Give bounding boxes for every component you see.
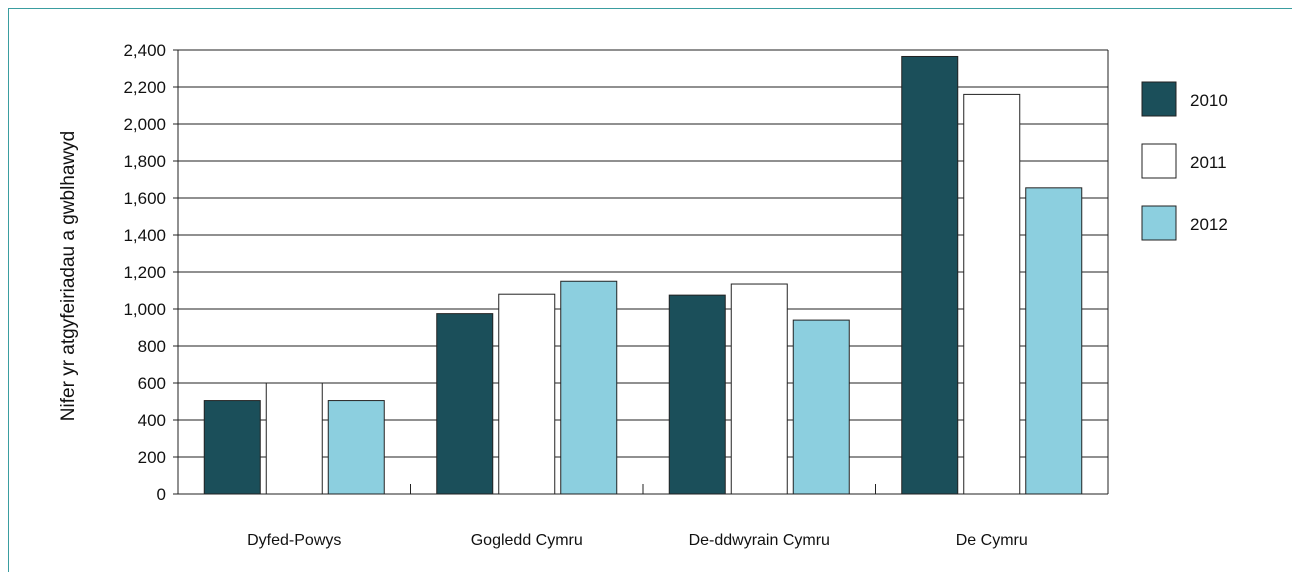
bar-2012-3 — [792, 319, 850, 495]
y-tick-label: 200 — [138, 448, 166, 467]
y-axis-label: Nifer yr atgyfeiriadau a gwblhawyd — [58, 131, 79, 421]
bar-2011-4 — [963, 93, 1021, 495]
y-tick-labels: 0 200 400 600 800 1,000 1,200 1,400 1,600 1,800 2,… — [123, 41, 166, 504]
bar-2012-1 — [327, 400, 385, 495]
bar-2012-4 — [1025, 187, 1083, 495]
bar-2010-1 — [203, 400, 261, 495]
y-tick-label: 1,000 — [123, 300, 166, 319]
chart-frame — [8, 8, 1292, 572]
category-label: De Cymru — [956, 532, 1028, 549]
bar-2010-3 — [668, 294, 726, 495]
y-tick-label: 1,600 — [123, 189, 166, 208]
legend-swatch-2010 — [1141, 81, 1177, 117]
y-tick-label: 2,000 — [123, 115, 166, 134]
y-tick-label: 800 — [138, 337, 166, 356]
legend-label: 2012 — [1190, 215, 1228, 234]
legend-swatch-2012 — [1141, 205, 1177, 241]
category-label: Dyfed-Powys — [247, 532, 341, 549]
bar-2010-2 — [436, 313, 494, 495]
y-tick-label: 1,400 — [123, 226, 166, 245]
bar-2010-4 — [901, 55, 959, 495]
legend-label: 2010 — [1190, 91, 1228, 110]
y-tick-label: 1,200 — [123, 263, 166, 282]
axes — [177, 50, 1109, 495]
legend: 2010 2011 2012 — [1141, 81, 1228, 241]
category-labels: Dyfed-Powys Gogledd Cymru De-ddwyrain Cymr… — [247, 532, 1028, 549]
bar-2011-2 — [498, 293, 556, 495]
y-tick-label: 400 — [138, 411, 166, 430]
legend-label: 2011 — [1190, 153, 1227, 172]
y-tick-label: 2,400 — [123, 41, 166, 60]
bar-2012-2 — [560, 280, 618, 495]
bars — [203, 55, 1083, 495]
y-tick-label: 0 — [157, 485, 166, 504]
bar-2011-1 — [265, 382, 323, 495]
bar-2011-3 — [730, 283, 788, 495]
y-tick-label: 2,200 — [123, 78, 166, 97]
y-tick-label: 1,800 — [123, 152, 166, 171]
category-label: De-ddwyrain Cymru — [689, 532, 830, 549]
legend-swatch-2011 — [1141, 143, 1177, 179]
category-label: Gogledd Cymru — [471, 532, 583, 549]
y-tick-label: 600 — [138, 374, 166, 393]
